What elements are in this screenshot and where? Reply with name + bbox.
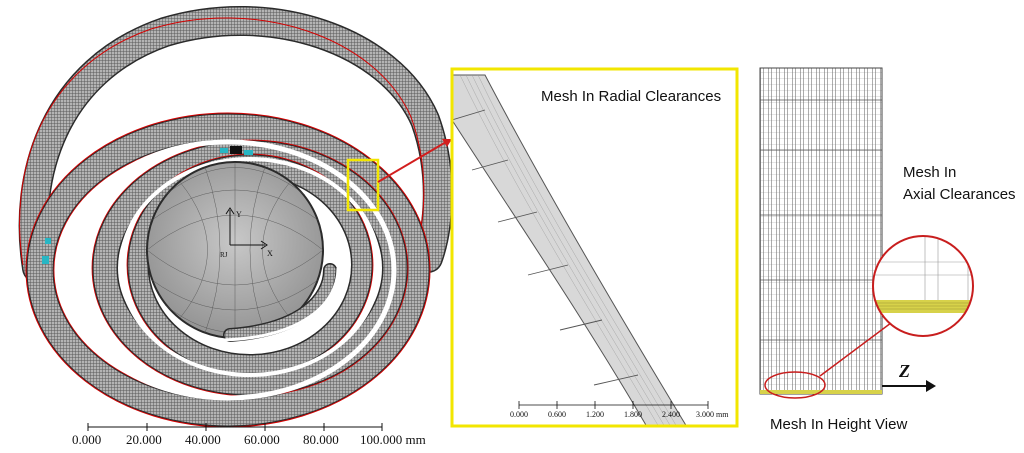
detail-scale-bar bbox=[518, 401, 709, 409]
main-scale-tick: 0.000 bbox=[72, 432, 102, 447]
height-view-panel: Z bbox=[759, 67, 974, 399]
detail-scale-tick: 2.400 bbox=[662, 410, 680, 419]
radial-detail-panel bbox=[450, 67, 739, 428]
axial-zoom-circle bbox=[872, 235, 974, 337]
axis-origin-label: RJ bbox=[220, 251, 228, 259]
axial-clearance-label-line1: Mesh In bbox=[903, 164, 957, 181]
core-mesh-lines bbox=[146, 162, 324, 338]
main-scale-tick: 80.000 bbox=[303, 432, 339, 447]
detail-scale-tick: 0.600 bbox=[548, 410, 566, 419]
detail-scale-tick: 1.200 bbox=[586, 410, 604, 419]
main-scale-tick: 100.000 mm bbox=[360, 432, 426, 447]
radial-detail-frame bbox=[450, 67, 739, 428]
main-scale-tick: 40.000 bbox=[185, 432, 221, 447]
z-axis-arrow bbox=[882, 380, 936, 392]
axis-x-label: X bbox=[267, 249, 273, 258]
detail-scale-tick: 0.000 bbox=[510, 410, 528, 419]
height-clearance-circle bbox=[764, 371, 826, 399]
height-view-label: Mesh In Height View bbox=[770, 416, 908, 433]
detail-scale-tick: 1.800 bbox=[624, 410, 642, 419]
height-callout-line bbox=[819, 319, 896, 377]
main-scale-bar bbox=[87, 423, 383, 431]
spiral-mesh-view: Y X RJ bbox=[18, 5, 453, 428]
detail-scale-tick: 3.000 mm bbox=[696, 410, 729, 419]
height-mesh bbox=[759, 67, 883, 395]
radial-callout-arrow bbox=[377, 139, 452, 183]
main-scale-tick: 20.000 bbox=[126, 432, 162, 447]
axis-y-label: Y bbox=[236, 210, 242, 219]
main-scale-tick: 60.000 bbox=[244, 432, 280, 447]
axial-clearance-label-line2: Axial Clearances bbox=[903, 186, 1016, 203]
radial-mesh-band bbox=[452, 74, 687, 426]
inner-tip-white bbox=[221, 267, 340, 342]
z-axis-label: Z bbox=[898, 361, 910, 381]
detail-highlight-box bbox=[346, 158, 380, 212]
radial-clearance-label: Mesh In Radial Clearances bbox=[541, 88, 722, 105]
cyan-markers bbox=[42, 148, 253, 264]
coordinate-triad bbox=[225, 207, 268, 250]
